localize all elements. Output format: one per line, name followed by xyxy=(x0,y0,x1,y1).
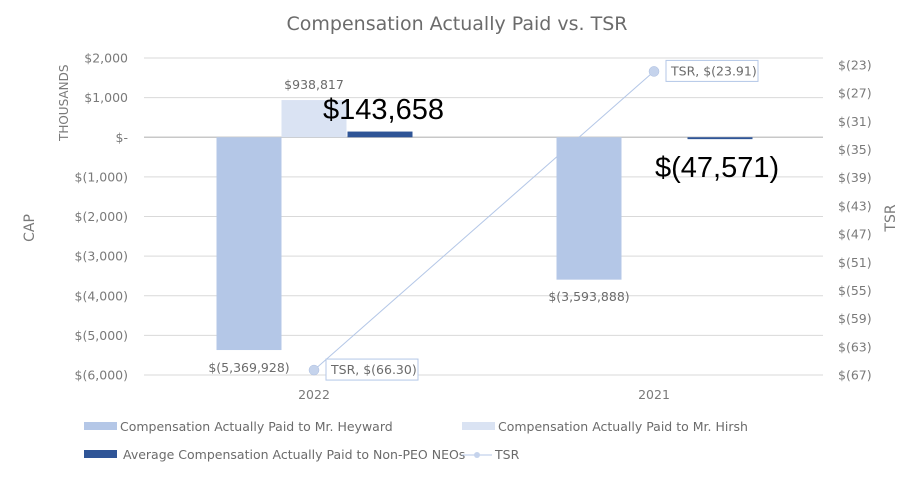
y-tick-label: $2,000 xyxy=(84,51,128,66)
legend-label: Compensation Actually Paid to Mr. Heywar… xyxy=(120,419,393,434)
y-axis-units-label: THOUSANDS xyxy=(57,65,71,142)
legend-label: Average Compensation Actually Paid to No… xyxy=(123,447,465,462)
data-label-neo-2022: $143,658 xyxy=(323,94,444,126)
y-tick-label: $(5,000) xyxy=(75,328,129,343)
y-tick-label: $(4,000) xyxy=(75,288,129,303)
tsr-label-box xyxy=(325,358,419,381)
data-label-heyward-2021: $(3,593,888) xyxy=(548,289,629,304)
legend-label: Compensation Actually Paid to Mr. Hirsh xyxy=(498,419,748,434)
y-tick-label: $- xyxy=(116,130,128,145)
y-tick-label: $(2,000) xyxy=(75,209,129,224)
y2-tick-label: $(67) xyxy=(838,368,872,383)
data-label-heyward-2022: $(5,369,928) xyxy=(208,360,289,375)
tsr-marker xyxy=(648,66,660,77)
y2-tick-label: $(27) xyxy=(838,86,872,101)
legend-swatch xyxy=(84,450,117,458)
bar-hirsh xyxy=(281,100,347,138)
tsr-line xyxy=(313,71,655,371)
y2-tick-label: $(39) xyxy=(838,170,872,185)
x-tick-label: 2022 xyxy=(298,387,330,402)
tsr-marker xyxy=(308,364,320,376)
bar-non-peo-neos xyxy=(347,131,413,138)
legend-line-marker xyxy=(474,452,480,458)
legend-label: TSR xyxy=(494,447,520,462)
y2-tick-label: $(47) xyxy=(838,227,872,242)
tsr-label-box xyxy=(665,59,759,82)
tsr-data-label: TSR, $(66.30) xyxy=(330,362,417,377)
y2-tick-label: $(63) xyxy=(838,339,872,354)
data-label-neo-2021: $(47,571) xyxy=(655,152,779,184)
chart-title: Compensation Actually Paid vs. TSR xyxy=(287,13,628,35)
y-axis-title: CAP xyxy=(22,214,38,242)
tsr-data-label: TSR, $(23.91) xyxy=(670,63,757,78)
y-tick-label: $(3,000) xyxy=(75,249,129,264)
y2-tick-label: $(23) xyxy=(838,58,872,73)
y2-tick-label: $(31) xyxy=(838,114,872,129)
y-tick-label: $(6,000) xyxy=(75,368,129,383)
data-label-hirsh-2022: $938,817 xyxy=(284,77,344,92)
legend-swatch xyxy=(462,422,495,430)
x-tick-label: 2021 xyxy=(638,387,670,402)
legend-swatch xyxy=(84,422,117,430)
y2-tick-label: $(55) xyxy=(838,283,872,298)
y2-tick-label: $(59) xyxy=(838,311,872,326)
y2-tick-label: $(43) xyxy=(838,198,872,213)
y-tick-label: $1,000 xyxy=(84,90,128,105)
bar-non-peo-neos xyxy=(687,137,753,140)
bar-heyward xyxy=(216,137,282,351)
y2-tick-label: $(51) xyxy=(838,255,872,270)
y-tick-label: $(1,000) xyxy=(75,169,129,184)
y2-axis-title: TSR xyxy=(883,204,899,232)
bar-heyward xyxy=(556,137,622,280)
y2-tick-label: $(35) xyxy=(838,142,872,157)
